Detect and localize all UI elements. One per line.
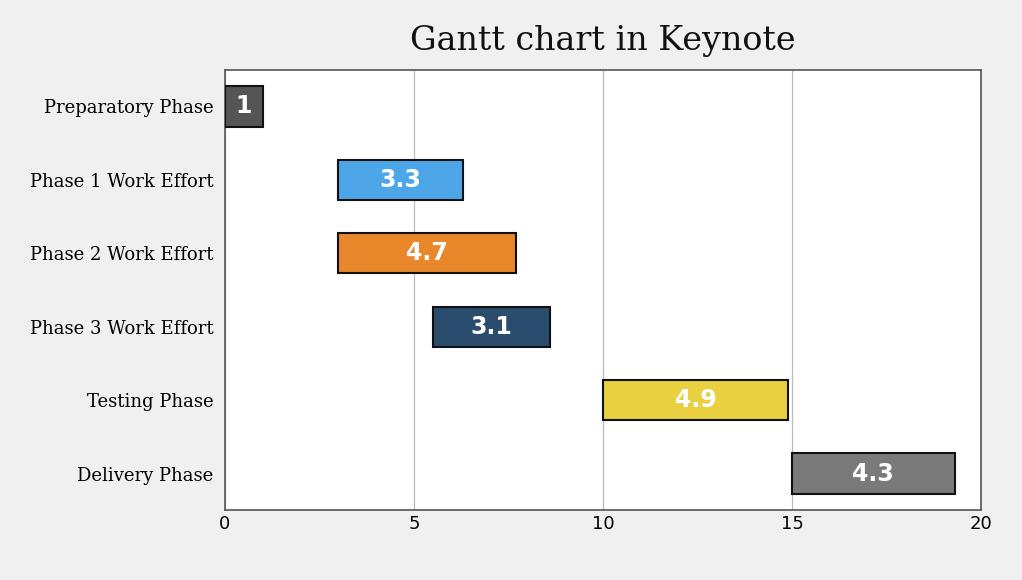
Bar [225, 86, 263, 126]
Title: Gantt chart in Keynote: Gantt chart in Keynote [410, 25, 796, 57]
Text: 4.3: 4.3 [852, 462, 894, 485]
Text: 1: 1 [235, 95, 252, 118]
Bar [433, 307, 550, 347]
Text: 3.1: 3.1 [470, 315, 512, 339]
Text: 4.9: 4.9 [675, 388, 716, 412]
Bar [338, 160, 463, 200]
Bar [792, 454, 955, 494]
Text: 4.7: 4.7 [407, 241, 448, 265]
Bar [338, 233, 516, 274]
Text: 3.3: 3.3 [380, 168, 422, 192]
Bar [603, 380, 788, 420]
